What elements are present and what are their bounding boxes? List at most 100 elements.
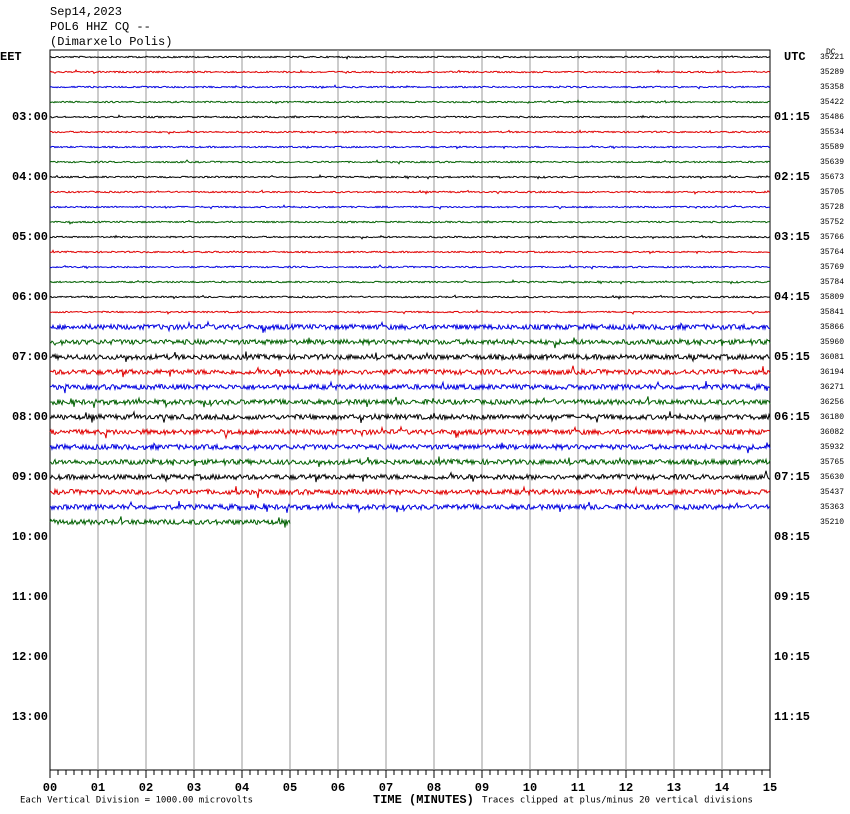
right-time: 11:15 <box>774 710 810 724</box>
dc-value: 35437 <box>820 488 844 497</box>
trace <box>49 145 771 150</box>
trace <box>49 279 771 285</box>
trace <box>49 249 770 255</box>
dc-value: 36180 <box>820 413 844 422</box>
dc-value: 35866 <box>820 323 844 332</box>
dc-value: 36271 <box>820 383 844 392</box>
left-time: 07:00 <box>12 350 48 364</box>
dc-value: 35534 <box>820 128 844 137</box>
left-time: 10:00 <box>12 530 48 544</box>
left-zone: EET <box>0 50 22 64</box>
right-time: 01:15 <box>774 110 810 124</box>
trace <box>49 516 291 528</box>
trace <box>49 234 771 240</box>
trace <box>49 410 771 424</box>
dc-value: 35769 <box>820 263 844 272</box>
dc-value: 35589 <box>820 143 844 152</box>
trace <box>49 309 771 315</box>
right-time: 02:15 <box>774 170 810 184</box>
left-time: 05:00 <box>12 230 48 244</box>
dc-value: 35764 <box>820 248 844 257</box>
x-tick-label: 00 <box>43 781 57 795</box>
trace <box>49 500 771 514</box>
trace <box>49 69 771 75</box>
trace <box>49 55 771 60</box>
x-axis-title: TIME (MINUTES) <box>373 793 474 807</box>
dc-value: 35809 <box>820 293 844 302</box>
left-time: 04:00 <box>12 170 48 184</box>
dc-value: 35765 <box>820 458 844 467</box>
dc-value: 35422 <box>820 98 844 107</box>
clip-note: Traces clipped at plus/minus 20 vertical… <box>482 796 753 806</box>
x-tick-label: 04 <box>235 781 249 795</box>
left-time: 09:00 <box>12 470 48 484</box>
left-time: 12:00 <box>12 650 48 664</box>
date: Sep14,2023 <box>50 5 122 19</box>
x-tick-label: 08 <box>427 781 441 795</box>
trace <box>49 380 771 394</box>
right-time: 04:15 <box>774 290 810 304</box>
trace <box>49 129 771 135</box>
left-time: 13:00 <box>12 710 48 724</box>
trace <box>49 99 770 105</box>
scale-note: Each Vertical Division = 1000.00 microvo… <box>20 796 253 806</box>
dc-value: 35766 <box>820 233 844 242</box>
right-time: 09:15 <box>774 590 810 604</box>
dc-value: 35673 <box>820 173 844 182</box>
trace <box>49 365 771 378</box>
dc-value: 35932 <box>820 443 844 452</box>
x-tick-label: 14 <box>715 781 729 795</box>
dc-value: 36081 <box>820 353 844 362</box>
right-zone: UTC <box>784 50 806 64</box>
right-time: 07:15 <box>774 470 810 484</box>
x-tick-label: 11 <box>571 781 585 795</box>
dc-value: 35289 <box>820 68 844 77</box>
left-time: 06:00 <box>12 290 48 304</box>
dc-value: 35728 <box>820 203 844 212</box>
right-time: 05:15 <box>774 350 810 364</box>
x-tick-label: 12 <box>619 781 633 795</box>
trace <box>49 264 770 270</box>
trace <box>49 442 771 454</box>
trace <box>49 159 771 165</box>
x-tick-label: 01 <box>91 781 105 795</box>
dc-value: 35221 <box>820 53 844 62</box>
dc-value: 35752 <box>820 218 844 227</box>
trace <box>49 320 770 334</box>
trace <box>49 294 771 300</box>
station: POL6 HHZ CQ -- <box>50 20 151 34</box>
right-time: 08:15 <box>774 530 810 544</box>
dc-value: 36194 <box>820 368 844 377</box>
trace <box>49 425 771 440</box>
dc-value: 36256 <box>820 398 844 407</box>
right-time: 03:15 <box>774 230 810 244</box>
dc-value: 35358 <box>820 83 844 92</box>
trace <box>49 485 771 499</box>
dc-value: 35784 <box>820 278 844 287</box>
dc-value: 35960 <box>820 338 844 347</box>
trace <box>49 351 771 363</box>
x-tick-label: 09 <box>475 781 489 795</box>
trace <box>49 456 771 467</box>
trace <box>49 174 771 180</box>
x-tick-label: 07 <box>379 781 393 795</box>
trace <box>49 204 770 210</box>
trace <box>49 84 771 90</box>
dc-value: 35486 <box>820 113 844 122</box>
dc-value: 35639 <box>820 158 844 167</box>
x-tick-label: 05 <box>283 781 297 795</box>
trace <box>49 189 771 195</box>
dc-value: 35705 <box>820 188 844 197</box>
dc-value: 35363 <box>820 503 844 512</box>
dc-label: DC <box>826 48 836 57</box>
x-tick-label: 06 <box>331 781 345 795</box>
trace <box>49 337 771 349</box>
right-time: 10:15 <box>774 650 810 664</box>
x-tick-label: 15 <box>763 781 777 795</box>
dc-value: 35210 <box>820 518 844 527</box>
left-time: 03:00 <box>12 110 48 124</box>
trace <box>49 396 771 409</box>
trace <box>49 219 771 225</box>
